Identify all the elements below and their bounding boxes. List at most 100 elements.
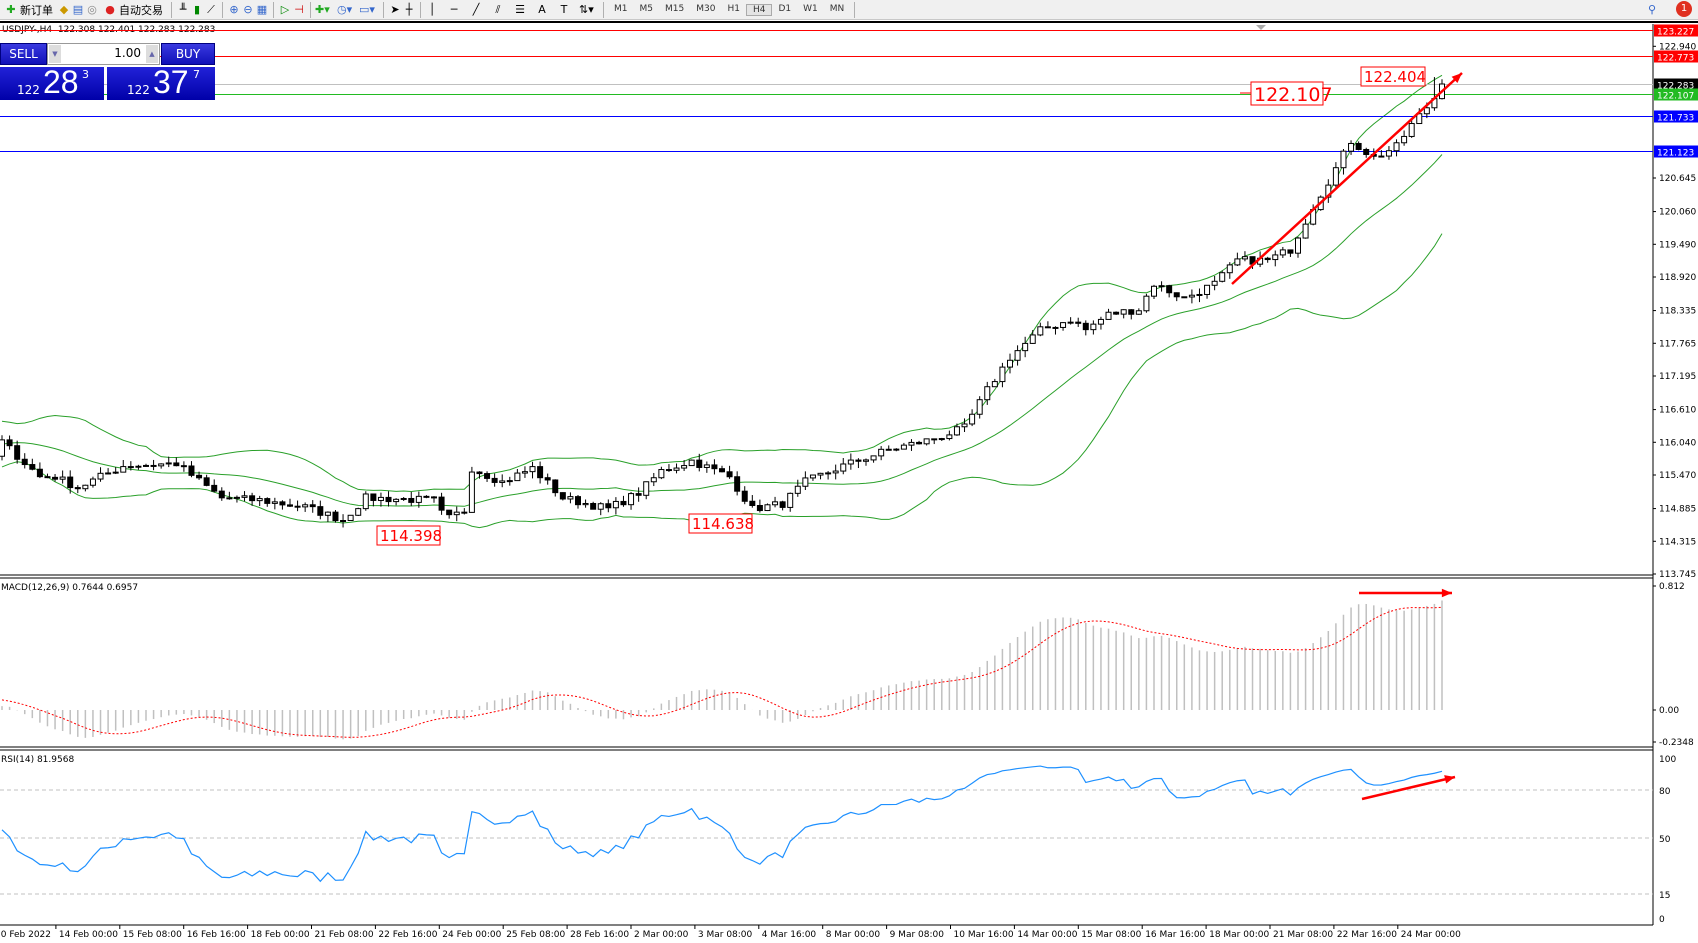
line-chart-icon[interactable]: ⟋ [207,2,215,16]
candle [1287,249,1294,257]
time-axis-label: 4 Mar 16:00 [762,930,817,940]
candle [385,491,392,507]
candle-body [241,495,248,498]
candle-body [1022,342,1029,352]
templates-icon[interactable]: ▭▾ [359,2,375,16]
timeframe-h1[interactable]: H1 [727,3,740,14]
timeframe-m1[interactable]: M1 [614,3,628,14]
separator [854,1,856,18]
sell-price[interactable]: 122 28 3 [0,64,104,100]
time-axis-label: 14 Feb 00:00 [59,930,118,940]
time-axis-label: 24 Feb 00:00 [442,930,501,940]
candle [165,456,172,468]
candle [908,439,915,451]
lot-size-field[interactable]: ▼ 1.00 ▲ [47,43,160,65]
candle [597,502,604,516]
candle-body [923,438,930,445]
buy-price-pips: 37 [153,64,189,100]
candle-body [703,464,710,468]
indicators-icon[interactable]: ✚▾ [315,2,330,16]
search-icon[interactable]: ⚲ [1647,2,1657,16]
cursor-icon[interactable]: ➤ [390,2,400,16]
new-order-button[interactable]: ✚ 新订单 [0,1,57,19]
signals-icon[interactable]: ◎ [87,2,97,16]
candle [484,471,491,482]
rsi-axis-label: 100 [1659,755,1676,765]
timeframe-m15[interactable]: M15 [665,3,685,14]
timeframe-h4[interactable]: H4 [745,3,773,16]
candle [44,473,51,479]
candle [302,502,309,512]
timeframe-m5[interactable]: M5 [639,3,654,14]
candle-body [506,480,513,483]
tile-windows-icon[interactable]: ▦ [256,2,268,16]
price-label-114.638: 114.638 [688,513,754,534]
text-icon[interactable]: A [538,2,546,16]
periods-icon[interactable]: ◷▾ [337,2,353,16]
candle [620,495,627,507]
timeframe-d1[interactable]: D1 [778,3,792,14]
candle [703,461,710,473]
time-axis-label: 10 Mar 16:00 [954,930,1014,940]
candle [529,461,536,479]
notification-icon[interactable]: 1 [1676,1,1692,17]
candle-body [1226,264,1233,274]
candle [1401,130,1408,146]
lot-decrease-button[interactable]: ▼ [49,45,61,63]
chart-shift-icon[interactable]: ⊣ [294,2,304,16]
candle [696,453,703,472]
data-window-icon[interactable]: ▤ [72,2,84,16]
channel-icon[interactable]: ⫽ [495,2,501,16]
candle-body [969,413,976,425]
price-axis-label: 118.335 [1659,307,1696,317]
time-axis-label: 25 Feb 08:00 [506,930,565,940]
candlestick-icon[interactable]: ▮ [193,2,201,16]
fibonacci-icon[interactable]: ☰ [515,2,525,16]
trendline-icon[interactable]: ╱ [472,2,480,16]
zoom-in-icon[interactable]: ⊕ [229,2,239,16]
candle-body [961,423,968,428]
candle-body [1120,309,1127,315]
vertical-line-icon[interactable]: │ [428,2,436,16]
candle-body [931,438,938,441]
candle [1060,322,1067,331]
candle-body [120,466,127,473]
arrows-icon[interactable]: ⇅▾ [579,2,594,16]
candle-body [855,459,862,462]
timeframe-w1[interactable]: W1 [803,3,818,14]
candle [468,466,475,513]
candle [1431,77,1438,111]
timeframe-mn[interactable]: MN [829,3,845,14]
lot-value: 1.00 [114,46,141,60]
separator [420,1,421,18]
crosshair-icon[interactable]: ┼ [405,2,413,16]
buy-button[interactable]: BUY [161,43,215,65]
candle-body [1060,322,1067,328]
sell-button[interactable]: SELL [0,43,47,65]
price-tag-bg [1654,110,1698,123]
buy-price[interactable]: 122 37 7 [107,64,215,100]
bar-chart-icon[interactable]: ╨ [179,2,187,16]
timeframe-m30[interactable]: M30 [696,3,716,14]
price-tag-bg [1654,88,1698,101]
price-label-text: 122.107 [1254,84,1333,106]
separator [383,1,384,18]
candle-body [6,439,13,447]
lot-increase-button[interactable]: ▲ [146,45,158,63]
auto-trading-button[interactable]: ● 自动交易 [99,1,167,19]
text-label-icon[interactable]: T [560,2,568,16]
zoom-out-icon[interactable]: ⊖ [243,2,253,16]
candle-body [393,498,400,503]
rsi-label: RSI(14) 81.9568 [1,755,74,765]
candle-body [1128,309,1135,315]
candle [1325,179,1332,203]
candle-body [893,448,900,451]
horizontal-line-icon[interactable]: ─ [450,2,458,16]
candle [370,493,377,507]
market-watch-icon[interactable]: ◆ [59,2,69,16]
candle [506,476,513,486]
candle-body [1363,148,1370,155]
candle-body [1272,254,1279,261]
auto-scroll-icon[interactable]: ▷ [280,2,290,16]
